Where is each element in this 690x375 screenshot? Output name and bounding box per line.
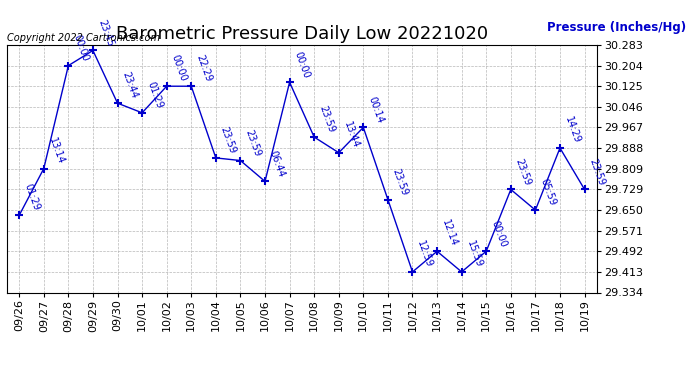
Text: 23:59: 23:59 xyxy=(391,167,410,196)
Text: 23:59: 23:59 xyxy=(219,125,238,155)
Text: 00:00: 00:00 xyxy=(489,219,508,248)
Text: 00:00: 00:00 xyxy=(170,54,188,83)
Text: 13:14: 13:14 xyxy=(47,136,66,166)
Text: 05:59: 05:59 xyxy=(538,177,558,207)
Text: 14:29: 14:29 xyxy=(563,116,582,145)
Text: 00:00: 00:00 xyxy=(71,33,90,63)
Text: 23:59: 23:59 xyxy=(244,128,262,158)
Text: 00:00: 00:00 xyxy=(293,50,311,80)
Text: 06:44: 06:44 xyxy=(268,149,287,178)
Text: 00:14: 00:14 xyxy=(366,95,385,124)
Text: 23:45: 23:45 xyxy=(96,18,115,48)
Text: Copyright 2022 Cartronics.com: Copyright 2022 Cartronics.com xyxy=(7,33,160,42)
Text: 15:59: 15:59 xyxy=(464,239,484,269)
Text: 12:14: 12:14 xyxy=(440,219,459,248)
Text: 12:59: 12:59 xyxy=(415,239,435,269)
Title: Barometric Pressure Daily Low 20221020: Barometric Pressure Daily Low 20221020 xyxy=(116,26,488,44)
Text: 23:59: 23:59 xyxy=(587,157,607,186)
Text: 22:29: 22:29 xyxy=(194,53,213,83)
Text: 13:44: 13:44 xyxy=(342,120,361,150)
Text: 23:59: 23:59 xyxy=(514,157,533,186)
Text: Pressure (Inches/Hg): Pressure (Inches/Hg) xyxy=(547,21,687,34)
Text: 01:29: 01:29 xyxy=(145,80,164,110)
Text: 23:44: 23:44 xyxy=(121,70,139,100)
Text: 23:59: 23:59 xyxy=(317,104,336,134)
Text: 01:29: 01:29 xyxy=(22,183,41,212)
